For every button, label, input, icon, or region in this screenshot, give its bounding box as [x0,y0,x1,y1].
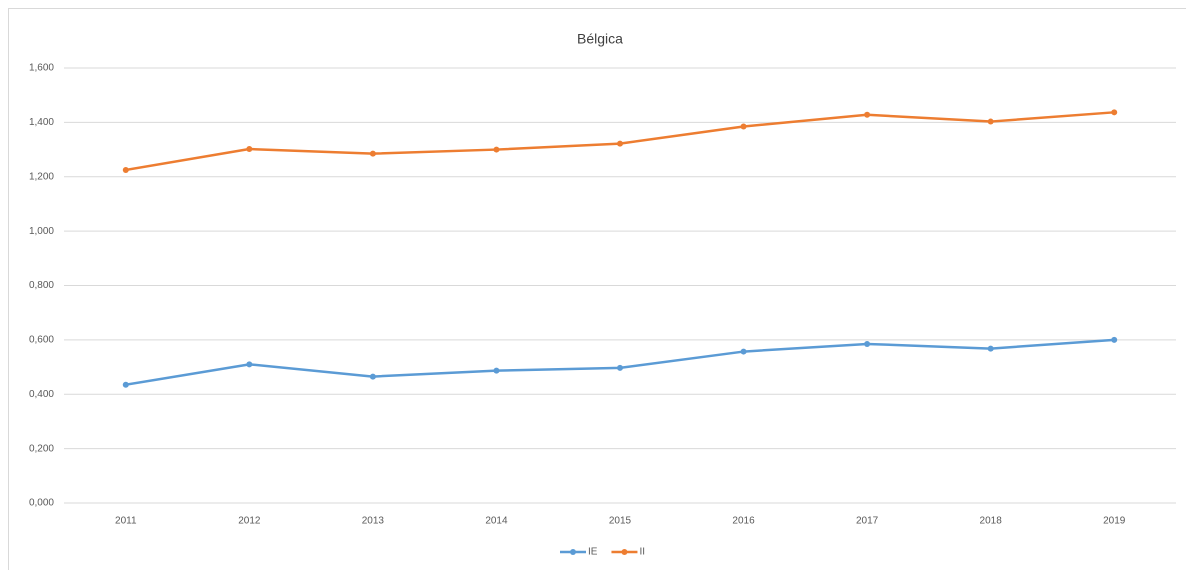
data-point [740,123,747,130]
y-tick-label: 0,400 [29,389,54,400]
y-tick-label: 0,600 [29,335,54,346]
data-point [617,364,623,371]
data-point [493,367,500,374]
data-point [987,345,994,352]
data-point [740,348,747,355]
x-tick-label: 2016 [732,516,755,527]
data-point [864,340,871,347]
data-point [617,140,623,147]
data-point [987,118,994,125]
data-point [493,146,500,153]
data-point [1111,336,1118,343]
y-tick-label: 1,600 [29,63,54,74]
y-tick-label: 0,000 [29,498,54,509]
y-tick-label: 1,200 [29,171,54,182]
data-point [246,146,253,153]
data-point [864,111,871,118]
data-point [122,381,129,388]
x-tick-label: 2019 [1103,516,1126,527]
data-point [1111,109,1118,116]
legend-label: II [639,547,645,558]
series-line [125,338,1115,386]
y-tick-label: 1,000 [29,226,54,237]
legend-marker [570,549,576,555]
x-tick-label: 2014 [485,516,508,527]
x-tick-label: 2011 [115,516,137,527]
data-point [369,373,376,380]
y-tick-label: 0,800 [29,280,54,291]
y-tick-label: 1,400 [29,117,54,128]
y-tick-label: 0,200 [29,443,54,454]
legend-marker [621,549,628,555]
data-point [369,150,376,157]
x-tick-label: 2018 [980,516,1003,527]
chart-title: Bélgica [577,31,623,47]
data-point [122,166,129,173]
legend-label: IE [588,547,598,558]
data-point [246,361,253,368]
x-tick-label: 2013 [362,516,385,527]
x-tick-label: 2012 [238,516,261,527]
x-tick-label: 2017 [856,516,879,527]
x-tick-label: 2015 [609,516,632,527]
